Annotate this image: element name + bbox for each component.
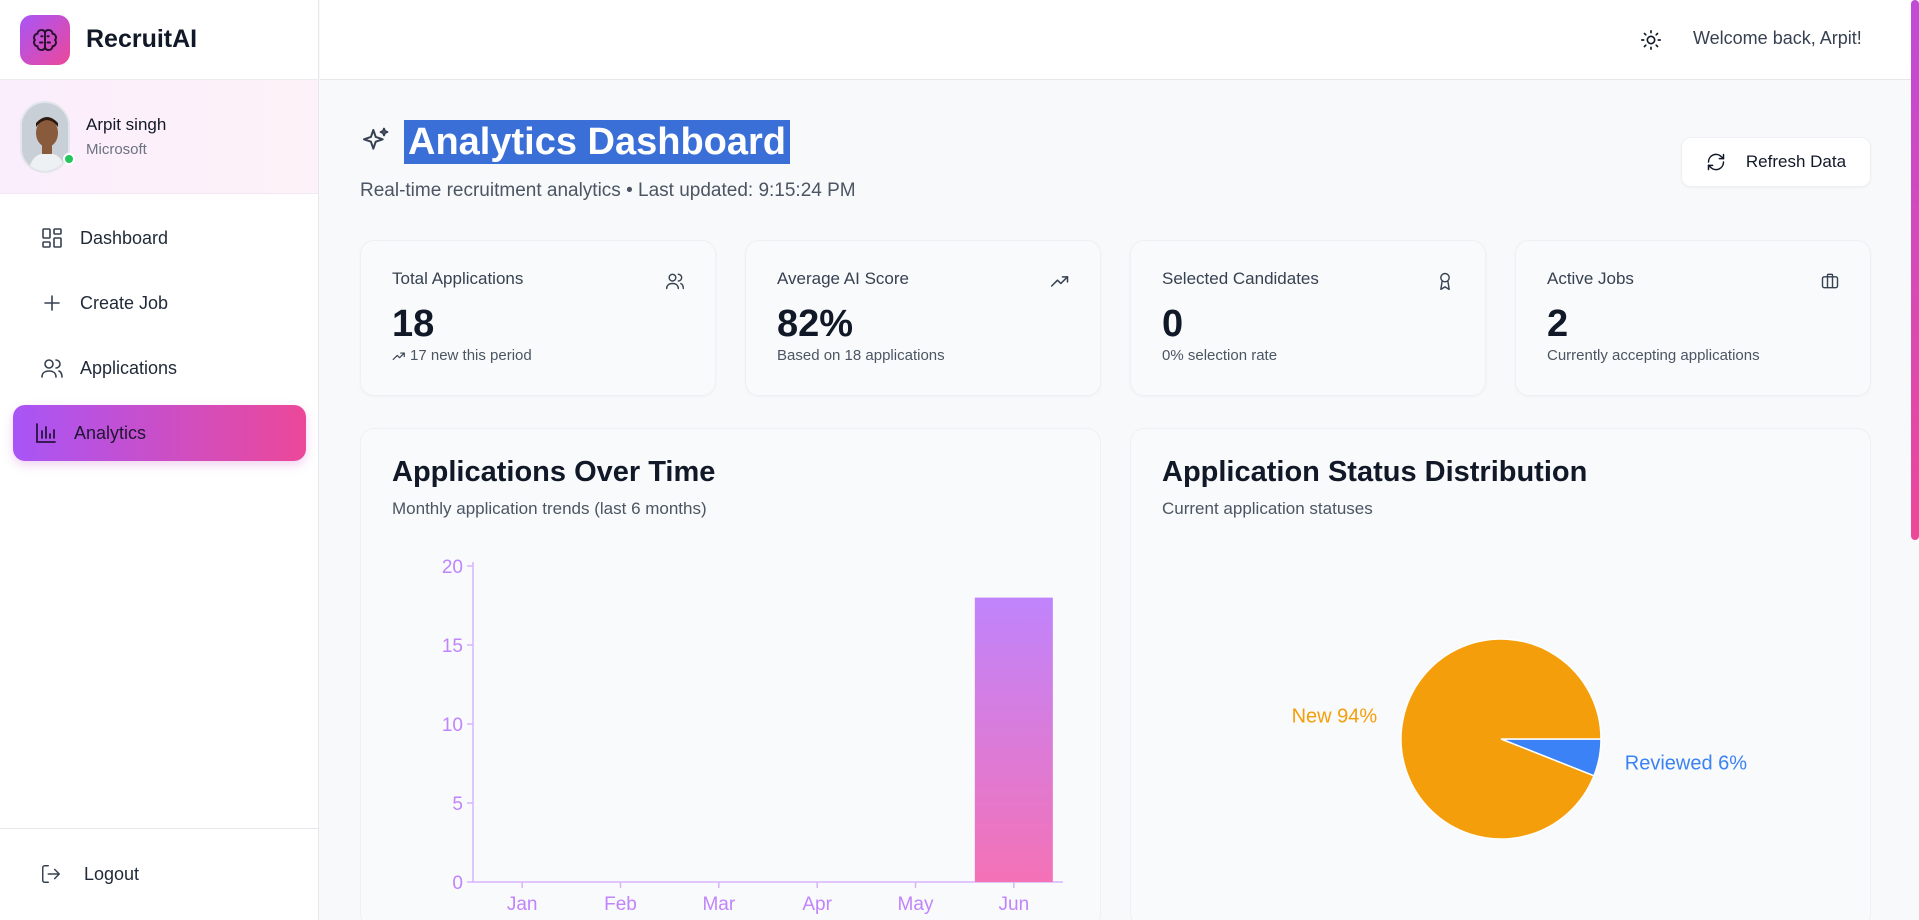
refresh-data-button[interactable]: Refresh Data bbox=[1681, 137, 1871, 187]
y-tick-label: 10 bbox=[442, 715, 463, 736]
stat-value: 2 bbox=[1547, 303, 1569, 345]
top-bar: Welcome back, Arpit! bbox=[320, 0, 1919, 80]
sidebar-item-analytics[interactable]: Analytics bbox=[13, 405, 306, 461]
y-tick-label: 5 bbox=[452, 794, 463, 815]
stat-label: Average AI Score bbox=[777, 269, 909, 288]
stat-card-total-applications: Total Applications 18 17 new this period bbox=[360, 240, 716, 396]
trending-up-icon bbox=[392, 349, 406, 363]
logout-label: Logout bbox=[84, 863, 140, 884]
avatar bbox=[20, 100, 75, 173]
users-icon bbox=[665, 271, 685, 291]
page-subtitle: Real-time recruitment analytics • Last u… bbox=[360, 180, 856, 201]
sparkles-icon bbox=[360, 126, 392, 158]
refresh-data-label: Refresh Data bbox=[1745, 152, 1847, 171]
stat-value: 0 bbox=[1162, 303, 1184, 345]
y-tick-label: 20 bbox=[442, 557, 463, 578]
welcome-message: Welcome back, Arpit! bbox=[1693, 28, 1862, 48]
sidebar-item-create-job[interactable]: Create Job bbox=[13, 275, 306, 331]
chart-title: Application Status Distribution bbox=[1162, 456, 1588, 488]
dashboard-icon bbox=[40, 226, 64, 250]
profile-company: Microsoft bbox=[86, 141, 147, 158]
sidebar-item-label: Analytics bbox=[74, 422, 147, 443]
logout-icon bbox=[40, 863, 62, 885]
trending-up-icon bbox=[1050, 271, 1070, 291]
x-tick-label: Apr bbox=[802, 894, 832, 915]
y-tick-label: 15 bbox=[442, 636, 463, 657]
stat-card-average-ai-score: Average AI Score 82% Based on 18 applica… bbox=[745, 240, 1101, 396]
chart-subtitle: Current application statuses bbox=[1162, 499, 1373, 518]
stat-card-selected-candidates: Selected Candidates 0 0% selection rate bbox=[1130, 240, 1486, 396]
bar-jun[interactable] bbox=[974, 597, 1053, 882]
stat-note-text: 17 new this period bbox=[410, 347, 532, 364]
profile-name: Arpit singh bbox=[86, 115, 167, 134]
y-tick-label: 0 bbox=[452, 873, 463, 894]
x-tick-label: May bbox=[898, 894, 934, 915]
pie-label-new: New 94% bbox=[1292, 705, 1378, 727]
logout-button[interactable]: Logout bbox=[40, 863, 139, 885]
stat-card-active-jobs: Active Jobs 2 Currently accepting applic… bbox=[1515, 240, 1871, 396]
x-tick-label: Mar bbox=[702, 894, 735, 915]
award-icon bbox=[1435, 271, 1455, 291]
sidebar-item-dashboard[interactable]: Dashboard bbox=[13, 210, 306, 266]
plus-icon bbox=[40, 291, 64, 315]
stat-value: 82% bbox=[777, 303, 854, 345]
refresh-icon bbox=[1706, 152, 1726, 172]
sidebar-item-applications[interactable]: Applications bbox=[13, 340, 306, 396]
bar-chart-icon bbox=[34, 421, 58, 445]
stat-label: Selected Candidates bbox=[1162, 269, 1319, 288]
status-distribution-card: Application Status Distribution Current … bbox=[1130, 428, 1871, 920]
sidebar-item-label: Create Job bbox=[80, 292, 169, 313]
logout-area: Logout bbox=[0, 828, 319, 920]
x-tick-label: Jan bbox=[507, 894, 538, 915]
sidebar-item-label: Dashboard bbox=[80, 227, 169, 248]
stat-value: 18 bbox=[392, 303, 435, 345]
chart-subtitle: Monthly application trends (last 6 month… bbox=[392, 499, 707, 518]
stat-note: 0% selection rate bbox=[1162, 347, 1278, 364]
chart-title: Applications Over Time bbox=[392, 456, 716, 488]
pie-slice-new[interactable] bbox=[1400, 638, 1602, 840]
sidebar-item-label: Applications bbox=[80, 357, 178, 378]
applications-over-time-card: Applications Over Time Monthly applicati… bbox=[360, 428, 1101, 920]
sidebar: RecruitAI Arpit singh Microsoft bbox=[0, 0, 319, 920]
applications-bar-chart: 0 5 10 15 20 Jan Feb Mar Apr May Jun bbox=[442, 557, 1063, 915]
stat-note: Based on 18 applications bbox=[777, 347, 945, 364]
brand-name: RecruitAI bbox=[86, 25, 198, 53]
pie-label-reviewed: Reviewed 6% bbox=[1625, 753, 1748, 775]
x-tick-label: Jun bbox=[999, 894, 1030, 915]
page-header: Analytics Dashboard Real-time recruitmen… bbox=[360, 120, 856, 202]
stat-note: 17 new this period bbox=[392, 347, 532, 364]
brand[interactable]: RecruitAI bbox=[0, 0, 318, 80]
user-profile[interactable]: Arpit singh Microsoft bbox=[0, 80, 318, 194]
users-icon bbox=[40, 356, 64, 380]
stat-label: Active Jobs bbox=[1547, 269, 1634, 288]
sun-icon[interactable] bbox=[1640, 29, 1662, 51]
briefcase-icon bbox=[1820, 271, 1840, 291]
sidebar-nav: Dashboard Create Job Applications Analyt… bbox=[13, 210, 306, 470]
x-tick-label: Feb bbox=[604, 894, 637, 915]
brain-icon bbox=[20, 14, 70, 65]
page-title: Analytics Dashboard bbox=[404, 120, 790, 164]
status-pie-chart: Reviewed 6% New 94% bbox=[1292, 638, 1748, 840]
stat-note: Currently accepting applications bbox=[1547, 347, 1760, 364]
stat-label: Total Applications bbox=[392, 269, 524, 288]
online-status-dot bbox=[63, 152, 75, 165]
scrollbar[interactable] bbox=[1911, 0, 1919, 540]
